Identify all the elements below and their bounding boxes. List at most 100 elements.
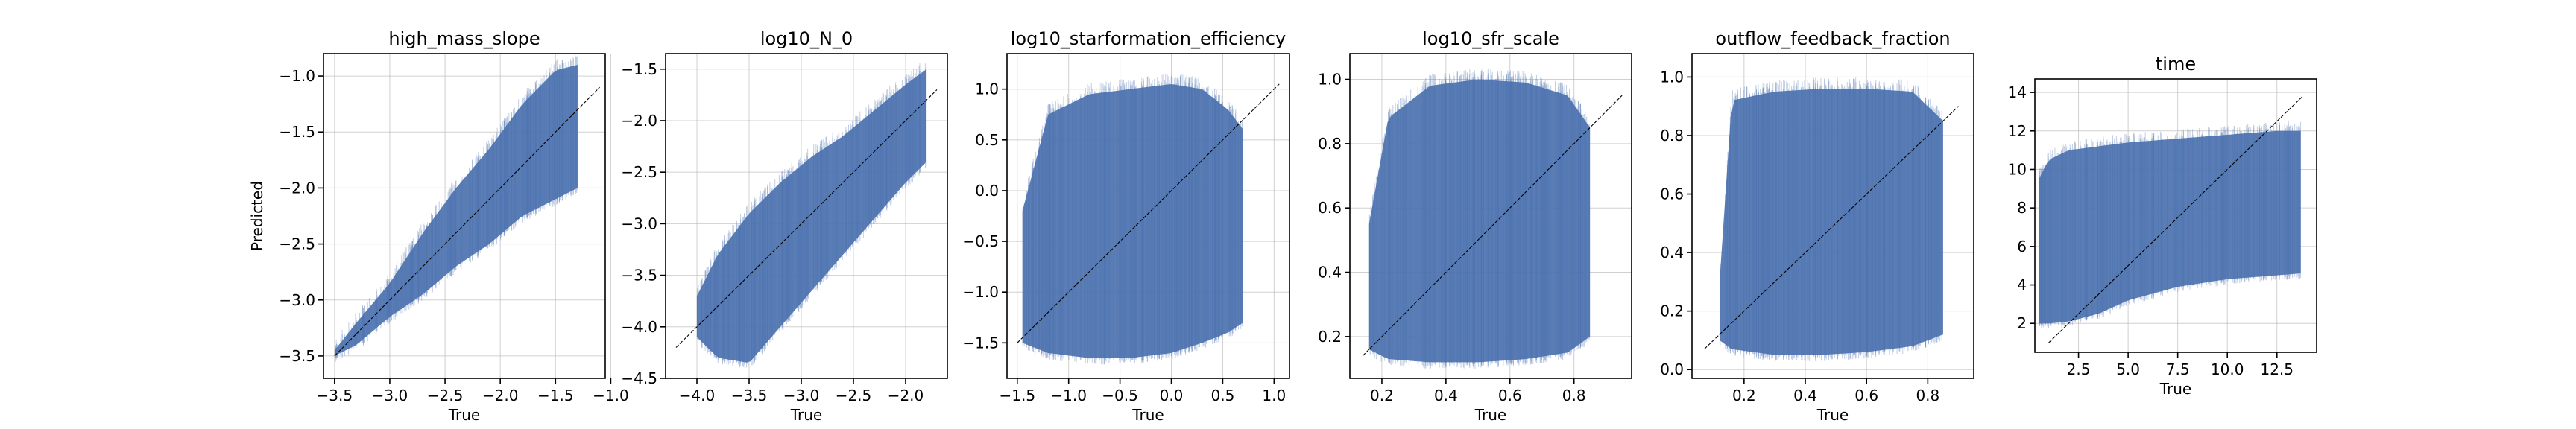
y-tick-label: 1.0	[975, 80, 999, 98]
y-tick-label: 1.0	[1318, 71, 1342, 89]
x-tick-label: 0.5	[1211, 387, 1235, 404]
y-tick-label: 8	[2017, 199, 2027, 217]
prediction-band	[1719, 89, 1943, 355]
x-tick-label: 0.6	[1854, 387, 1878, 404]
y-tick-label: −3.5	[621, 267, 657, 285]
chart-panel-2: −4.0 −3.5 −3.0 −2.5 −2.0 −4.5 −4.0 −3.5 −3.0 −2.5…	[621, 28, 948, 424]
axes-frame	[665, 53, 948, 379]
errorbar-cloud	[1719, 77, 1943, 361]
chart-title: time	[2156, 54, 2196, 74]
x-axis-label: True	[1474, 406, 1506, 424]
errorbar-cloud	[696, 63, 927, 368]
x-tick-label: −0.5	[1102, 387, 1138, 404]
x-tick-label: 10.0	[2211, 360, 2244, 378]
x-tick-label: −3.5	[731, 387, 768, 404]
axes-frame	[1006, 53, 1290, 379]
chart-title: log10_sfr_scale	[1422, 28, 1559, 49]
x-tick-label: 5.0	[2116, 360, 2140, 378]
y-tick-label: 0.4	[1660, 244, 1684, 261]
x-tick-label: 0.8	[1562, 387, 1586, 404]
y-tick-label: 0.2	[1318, 328, 1342, 346]
identity-line	[1362, 95, 1623, 357]
x-axis-label: True	[1816, 406, 1849, 424]
y-tick-label: −2.5	[621, 163, 657, 181]
x-tick-label: 0.8	[1916, 387, 1939, 404]
x-tick-label: −2.0	[888, 387, 924, 404]
chart-title: log10_starformation_efficiency	[1011, 28, 1286, 49]
chart-panel-5: 0.2 0.4 0.6 0.8 0.0 0.2 0.4 0.6 0.8 1.0 outflow_fe…	[1660, 28, 1974, 424]
identity-line	[334, 86, 600, 357]
errorbar-cloud	[334, 55, 578, 362]
identity-line	[675, 89, 938, 348]
y-tick-label: −3.5	[279, 347, 315, 365]
prediction-band	[334, 65, 578, 356]
x-tick-label: 0.2	[1732, 387, 1756, 404]
errorbar-cloud	[2039, 121, 2301, 329]
chart-panel-4: 0.2 0.4 0.6 0.8 0.2 0.4 0.6 0.8 1.0 log10_sfr_sca…	[1318, 28, 1632, 424]
x-axis-label: True	[790, 406, 822, 424]
x-axis-label: True	[448, 406, 480, 424]
chart-title: outflow_feedback_fraction	[1715, 28, 1950, 49]
y-tick-label: 0.6	[1318, 199, 1342, 217]
identity-line	[1704, 106, 1959, 350]
errorbar-cloud	[1368, 69, 1591, 369]
y-tick-label: −3.0	[279, 291, 315, 309]
x-tick-label: 7.5	[2166, 360, 2190, 378]
x-tick-label: 0.2	[1370, 387, 1394, 404]
y-tick-label: −1.5	[279, 123, 315, 141]
x-tick-label: 0.4	[1434, 387, 1458, 404]
chart-panel-6: 2.5 5.0 7.5 10.0 12.5 2 4 6 8 10 12 14 time True	[2008, 54, 2317, 398]
axes-frame	[323, 53, 606, 379]
y-tick-label: 4	[2017, 276, 2027, 294]
y-tick-label: 2	[2017, 314, 2027, 332]
y-tick-label: 0.8	[1318, 135, 1342, 153]
y-tick-label: 0.5	[975, 131, 999, 149]
x-axis-label: True	[1131, 406, 1164, 424]
y-tick-label: 10	[2008, 160, 2027, 178]
y-tick-label: −2.5	[279, 235, 315, 253]
y-tick-label: 1.0	[1660, 68, 1684, 86]
x-tick-label: 0.6	[1498, 387, 1522, 404]
x-tick-label: 12.5	[2260, 360, 2294, 378]
y-tick-label: −4.5	[621, 369, 657, 387]
prediction-band	[1368, 79, 1591, 363]
axes-frame	[2034, 78, 2317, 353]
x-tick-label: −4.0	[679, 387, 716, 404]
x-tick-label: −3.0	[783, 387, 820, 404]
y-tick-label: −1.0	[279, 67, 315, 85]
prediction-band	[697, 69, 926, 363]
y-tick-label: 6	[2017, 238, 2027, 255]
y-tick-label: −2.0	[279, 179, 315, 197]
x-tick-label: 0.0	[1160, 387, 1184, 404]
x-tick-label: −1.0	[593, 387, 629, 404]
y-tick-label: 0.6	[1660, 185, 1684, 203]
y-tick-label: 0.2	[1660, 302, 1684, 320]
x-tick-label: −2.5	[427, 387, 464, 404]
y-tick-label: −1.5	[962, 334, 999, 352]
y-tick-label: −4.0	[621, 318, 657, 336]
chart-title: log10_N_0	[760, 28, 853, 49]
x-tick-label: 0.4	[1793, 387, 1817, 404]
x-tick-label: −1.0	[1050, 387, 1087, 404]
y-tick-label: 0.4	[1318, 264, 1342, 282]
y-tick-label: 12	[2008, 122, 2027, 140]
chart-title: high_mass_slope	[388, 28, 540, 49]
y-tick-label: 0.0	[975, 182, 999, 200]
x-tick-label: −2.0	[482, 387, 519, 404]
chart-panel-1: −3.5 −3.0 −2.5 −2.0 −1.5 −1.0 −3.5 −3.0 −2.5 −2.0…	[248, 28, 629, 424]
prediction-band	[2039, 130, 2301, 324]
y-tick-label: −3.0	[621, 214, 657, 232]
x-tick-label: −1.5	[537, 387, 574, 404]
chart-panel-3: −1.5 −1.0 −0.5 0.0 0.5 1.0 −1.5 −1.0 −0.5 0.0 0.5 1…	[962, 28, 1290, 424]
y-tick-label: 14	[2008, 83, 2027, 101]
x-axis-label: True	[2159, 380, 2191, 398]
x-tick-label: −3.0	[372, 387, 408, 404]
x-tick-label: 2.5	[2067, 360, 2091, 378]
axes-frame	[1691, 53, 1974, 379]
x-tick-label: −1.5	[999, 387, 1035, 404]
y-tick-label: 0.8	[1660, 127, 1684, 144]
identity-line	[1017, 83, 1280, 343]
y-axis-label: Predicted	[248, 181, 266, 251]
x-tick-label: −2.5	[836, 387, 872, 404]
